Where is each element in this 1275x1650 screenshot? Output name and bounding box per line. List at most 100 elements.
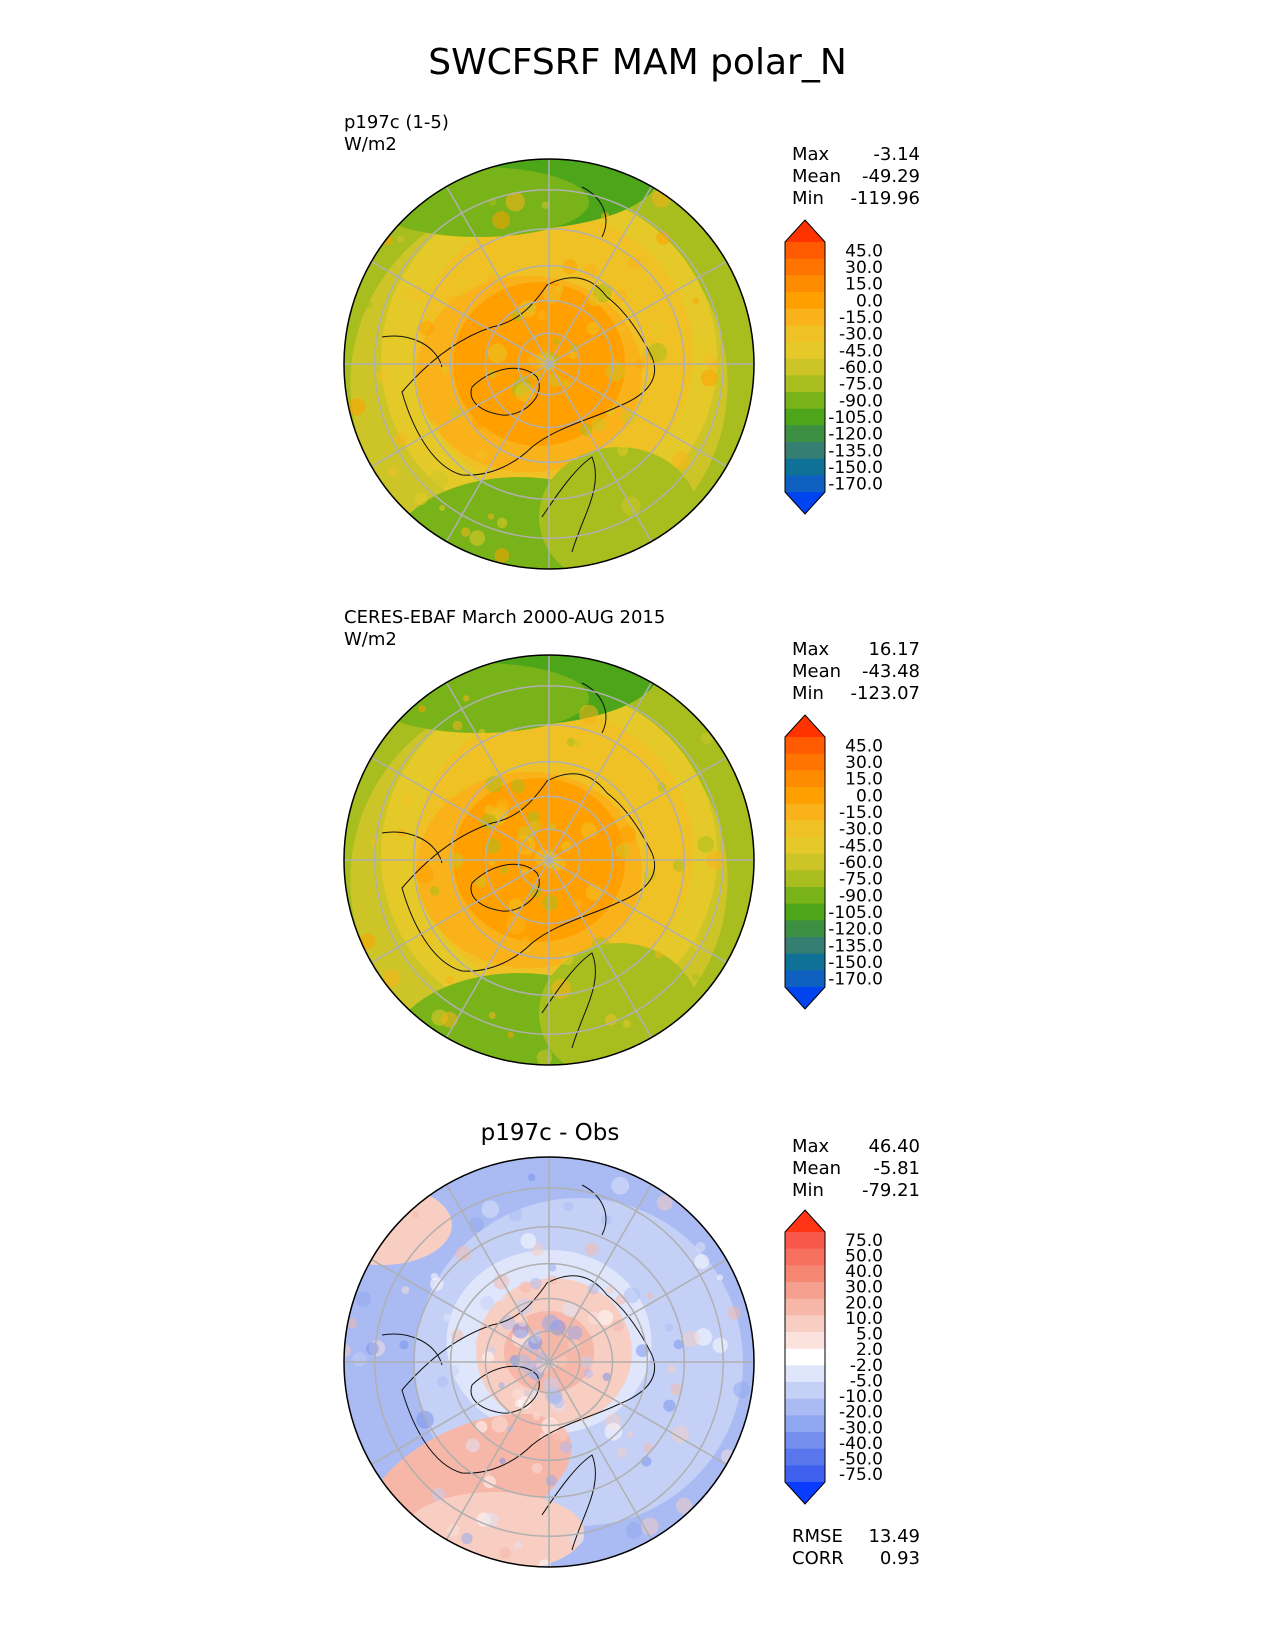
diff-speckle (480, 1295, 495, 1311)
field-speckle (488, 859, 496, 866)
field-speckle (445, 975, 455, 985)
stat-value: 0.93 (879, 1548, 920, 1569)
field-speckle (672, 859, 686, 872)
field-speckle (572, 740, 581, 748)
field-speckle (647, 343, 667, 363)
coastline (581, 186, 607, 238)
colorbar-tick-label: 0.0 (856, 291, 883, 311)
diff-speckle (606, 1286, 614, 1294)
colorbar-extend-bottom (785, 492, 825, 514)
colorbar-tick-label: 20.0 (845, 1293, 883, 1313)
colorbar-tick-label: -45.0 (839, 836, 883, 856)
diff-speckle (412, 1211, 419, 1218)
diff-speckle (663, 1399, 676, 1412)
diff-speckle (682, 1330, 700, 1348)
field-speckle (671, 451, 691, 470)
field-speckle (508, 898, 523, 913)
colorbar-segment (785, 1315, 825, 1333)
diff-speckle (455, 1245, 471, 1262)
colorbar-tick-label: -10.0 (839, 1387, 883, 1407)
field-speckle (622, 1019, 631, 1028)
diff-speckle (520, 1233, 537, 1249)
colorbar-tick-label: 45.0 (845, 241, 883, 261)
diff-speckle (431, 1487, 446, 1502)
panel2-polar-map (343, 654, 755, 1066)
diff-positive-region (344, 1185, 452, 1265)
field-speckle (429, 886, 440, 896)
field-speckle (521, 936, 530, 944)
diff-speckle (716, 1274, 724, 1281)
diff-speckle (498, 1382, 505, 1389)
colorbar-segment (785, 787, 825, 805)
stat-value: 46.40 (868, 1136, 920, 1157)
colorbar-extend-bottom (785, 987, 825, 1009)
diff-speckle (355, 1291, 372, 1307)
diff-speckle (532, 1412, 541, 1421)
diff-speckle (567, 1325, 583, 1341)
field-speckle (387, 466, 399, 478)
field-speckle (562, 259, 578, 274)
colorbar-tick-label: -30.0 (839, 325, 883, 345)
field-speckle (357, 877, 376, 896)
diff-speckle (468, 1217, 484, 1233)
field-speckle (488, 1011, 496, 1019)
colorbar-tick-label: -75.0 (839, 375, 883, 395)
diff-speckle (514, 1541, 523, 1549)
diff-speckle (512, 1322, 529, 1339)
diff-speckle (625, 1522, 643, 1539)
diff-speckle (430, 1272, 439, 1281)
field-speckle (619, 825, 637, 844)
field-speckle (416, 927, 435, 947)
field-speckle (617, 445, 629, 456)
colorbar-segment (785, 953, 825, 971)
colorbar-tick-label: -60.0 (839, 358, 883, 378)
colorbar-segment (785, 442, 825, 460)
coastline (381, 831, 443, 864)
panel3-title: p197c - Obs (480, 1120, 620, 1146)
colorbar-segment (785, 342, 825, 360)
field-speckle (591, 417, 606, 432)
coastline (470, 367, 540, 416)
field-speckle (560, 952, 574, 966)
field-speckle (485, 775, 503, 793)
field-speckle (514, 856, 528, 870)
field-speckle (610, 807, 622, 819)
diff-speckle (351, 1370, 365, 1384)
panel1-polar-map (343, 158, 755, 570)
field-speckle (505, 192, 525, 212)
diff-speckle (712, 1337, 728, 1353)
diff-speckle (531, 1243, 545, 1257)
colorbar-tick-label: -45.0 (839, 341, 883, 361)
colorbar-segment (785, 1265, 825, 1283)
colorbar-segment (785, 903, 825, 921)
field-speckle (654, 950, 663, 959)
field-speckle (523, 946, 531, 954)
stat-name: RMSE (792, 1526, 843, 1547)
field-speckle (679, 924, 699, 944)
colorbar-segment (785, 770, 825, 788)
diff-speckle (588, 1263, 596, 1270)
diff-speckle (666, 1364, 676, 1374)
colorbar-tick-label: -120.0 (828, 920, 883, 940)
field-south-region (539, 447, 699, 569)
colorbar-segment (785, 1348, 825, 1366)
diff-speckle (527, 1173, 536, 1182)
field-speckle (428, 470, 449, 490)
field-speckle (697, 836, 715, 853)
panel3-stats: Max 46.40 Mean -5.81 Min -79.21 (792, 1136, 920, 1202)
field-speckle (621, 409, 637, 425)
field-speckle (415, 360, 428, 373)
field-speckle (626, 290, 634, 298)
panel1-label-line1: p197c (1-5) (344, 112, 449, 133)
field-speckle (627, 256, 641, 270)
stat-name: Min (792, 683, 824, 704)
stat-name: Max (792, 1136, 830, 1157)
diff-speckle (727, 1305, 741, 1320)
diff-speckle (611, 1319, 625, 1332)
coastline (470, 1365, 540, 1414)
field-north-cap (369, 663, 589, 733)
field-speckle (579, 704, 599, 725)
panel2-stats: Max 16.17 Mean -43.48 Min -123.07 (792, 639, 920, 705)
diff-speckle (496, 1292, 506, 1303)
diff-speckle (346, 1318, 358, 1329)
